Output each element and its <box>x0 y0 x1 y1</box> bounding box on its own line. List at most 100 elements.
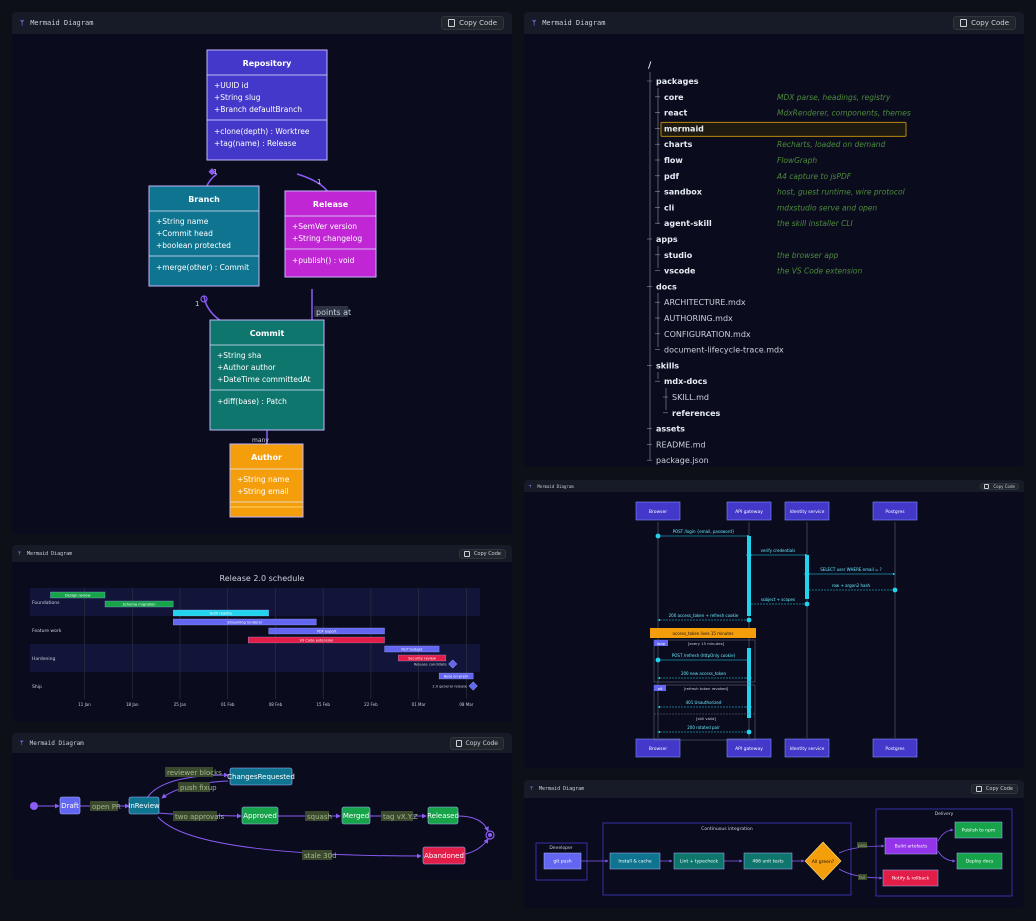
class-method: +diff(base) : Patch <box>217 397 287 406</box>
tree-item[interactable]: document-lifecycle-trace.mdx <box>655 346 784 355</box>
state-diagram: open PR reviewer blocks push fixup two a… <box>30 767 495 865</box>
tree-item[interactable]: CONFIGURATION.mdx <box>655 330 751 339</box>
state-inreview[interactable]: InReview <box>128 796 160 815</box>
class-branch[interactable]: Branch +String name +Commit head +boolean p… <box>148 185 260 287</box>
tree-item[interactable]: pdf A4 capture to jsPDF <box>655 172 852 181</box>
copy-code-button[interactable]: Copy Code <box>953 16 1016 30</box>
class-diagram-panel: ᛘ Mermaid Diagram Copy Code 1 many 1 many… <box>12 12 512 534</box>
state-abandoned[interactable]: Abandoned <box>422 846 466 865</box>
tree-label: README.md <box>656 440 706 449</box>
tree-item[interactable]: vscode the VS Code extension <box>655 267 862 276</box>
state-merged[interactable]: Merged <box>341 806 371 825</box>
flow-node[interactable]: 466 unit tests <box>743 852 793 870</box>
gantt-task[interactable]: VS Code extension <box>248 636 385 644</box>
class-repository[interactable]: Repository +UUID id +String slug +Branch de… <box>206 49 328 161</box>
class-diagram: 1 many 1 many 1 many points at many 1 Re… <box>148 49 377 518</box>
gantt-tick-label: 15 Feb <box>316 702 330 707</box>
tree-item[interactable]: packages <box>647 77 699 86</box>
gantt-task[interactable]: Auth rewrite <box>173 609 269 617</box>
gantt-task[interactable]: Schema migration <box>104 600 174 608</box>
message-label: POST /refresh (httpOnly cookie) <box>672 653 736 658</box>
state-draft[interactable]: Draft <box>59 796 81 815</box>
tree-item[interactable]: studio the browser app <box>655 251 839 260</box>
tree-item[interactable]: react MdxRenderer, components, themes <box>655 109 911 118</box>
flow-node[interactable]: Install & cache <box>609 852 661 870</box>
flow-node[interactable]: All green? <box>804 841 842 881</box>
tree-item[interactable]: package.json <box>647 456 709 465</box>
tree-item[interactable]: flow FlowGraph <box>655 156 817 165</box>
tree-label: apps <box>656 235 678 244</box>
class-attribute: +String name <box>156 217 209 226</box>
tree-item[interactable]: AUTHORING.mdx <box>655 314 733 323</box>
actor-box: Identity service <box>784 501 830 521</box>
else-label: [still valid] <box>696 716 716 721</box>
copy-code-button[interactable]: Copy Code <box>980 482 1019 490</box>
copy-code-button[interactable]: Copy Code <box>458 548 506 559</box>
panel-title: Mermaid Diagram <box>542 19 606 27</box>
gantt-task[interactable]: Streaming renderer <box>173 618 317 626</box>
tree-item[interactable]: mdx-docs <box>655 377 708 386</box>
tree-item[interactable]: apps <box>647 235 678 244</box>
gantt-task[interactable]: Perf budget <box>384 645 440 653</box>
tree-note: the VS Code extension <box>777 267 862 276</box>
flow-node[interactable]: git push <box>543 852 582 870</box>
class-method: +merge(other) : Commit <box>156 263 249 272</box>
actor-label: API gateway <box>735 746 763 752</box>
tree-item[interactable]: docs <box>647 282 677 291</box>
class-attribute: +String changelog <box>292 234 362 243</box>
tree-note: the browser app <box>777 251 839 260</box>
tree-item[interactable]: SKILL.md <box>663 393 709 402</box>
gantt-tick-label: 22 Feb <box>364 702 378 707</box>
flow-node[interactable]: Notify & rollback <box>882 869 939 887</box>
copy-code-button[interactable]: Copy Code <box>970 784 1018 794</box>
panel-header: ᛘ Mermaid Diagram Copy Code <box>524 780 1024 798</box>
state-approved[interactable]: Approved <box>241 806 279 825</box>
tree-item[interactable]: README.md <box>647 440 706 449</box>
tree-item[interactable]: sandbox host, guest runtime, wire protoco… <box>655 188 906 197</box>
flow-node[interactable]: Publish to npm <box>954 821 1003 839</box>
state-changesrequested[interactable]: ChangesRequested <box>227 767 295 786</box>
gantt-task[interactable]: PDF export <box>268 627 385 635</box>
gantt-tick-label: 25 Jan <box>174 702 187 707</box>
flow-node-label: Notify & rollback <box>892 876 930 882</box>
tree-label: docs <box>656 282 677 291</box>
tree-item[interactable]: references <box>663 409 721 418</box>
tree-item[interactable]: charts Recharts, loaded on demand <box>655 140 886 149</box>
class-release[interactable]: Release +SemVer version +String changelog +… <box>284 190 377 278</box>
gantt-task[interactable]: Security review <box>398 654 447 662</box>
class-commit[interactable]: Commit +String sha +Author author +DateTime… <box>209 319 325 431</box>
tree-item[interactable]: cli mdxstudio serve and open <box>655 203 877 212</box>
gantt-task[interactable]: Design review <box>50 591 106 599</box>
copy-code-button[interactable]: Copy Code <box>449 736 504 750</box>
copy-code-button[interactable]: Copy Code <box>441 16 504 30</box>
panel-title: Mermaid Diagram <box>537 483 574 489</box>
transition-label: push fixup <box>180 784 217 792</box>
tree-item[interactable]: skills <box>647 361 679 370</box>
tree-item[interactable]: agent-skill the skill installer CLI <box>655 219 854 228</box>
flow-node[interactable]: Lint + typecheck <box>673 852 725 870</box>
message-label: 200 access_token + refresh cookie <box>669 613 739 618</box>
flow-node[interactable]: Build artefacts <box>884 837 938 855</box>
tree-item[interactable]: mermaid <box>655 121 907 137</box>
actor-label: Postgres <box>885 746 905 752</box>
flow-node-label: Publish to npm <box>962 828 996 834</box>
gantt-milestone[interactable]: 2.0 general release <box>432 681 478 691</box>
tree-label: CONFIGURATION.mdx <box>664 330 751 339</box>
tree-label: assets <box>656 425 685 434</box>
tree-item[interactable]: assets <box>647 425 685 434</box>
gantt-milestone[interactable]: Release candidate <box>414 659 458 669</box>
sequence-message: POST /refresh (httpOnly cookie) <box>655 653 750 663</box>
tree-label: sandbox <box>664 188 703 197</box>
state-released[interactable]: Released <box>427 806 459 825</box>
flow-node[interactable]: Deploy docs <box>956 852 1003 870</box>
message-label: SELECT user WHERE email = ? <box>820 567 881 572</box>
class-author[interactable]: Author +String name +String email <box>229 443 304 518</box>
file-tree-panel: ᛘ Mermaid Diagram Copy Code / packages cor… <box>524 12 1024 467</box>
panel-header: ᛘ Mermaid Diagram Copy Code <box>12 733 512 753</box>
gantt-task[interactable]: Beta on-prem <box>438 672 474 680</box>
tree-item[interactable]: ARCHITECTURE.mdx <box>655 298 746 307</box>
message-label: 401 Unauthorized <box>686 700 722 705</box>
tree-item[interactable]: core MDX parse, headings, registry <box>655 93 891 102</box>
transition-label: two approvals <box>175 813 225 821</box>
tree-label: react <box>664 109 688 118</box>
